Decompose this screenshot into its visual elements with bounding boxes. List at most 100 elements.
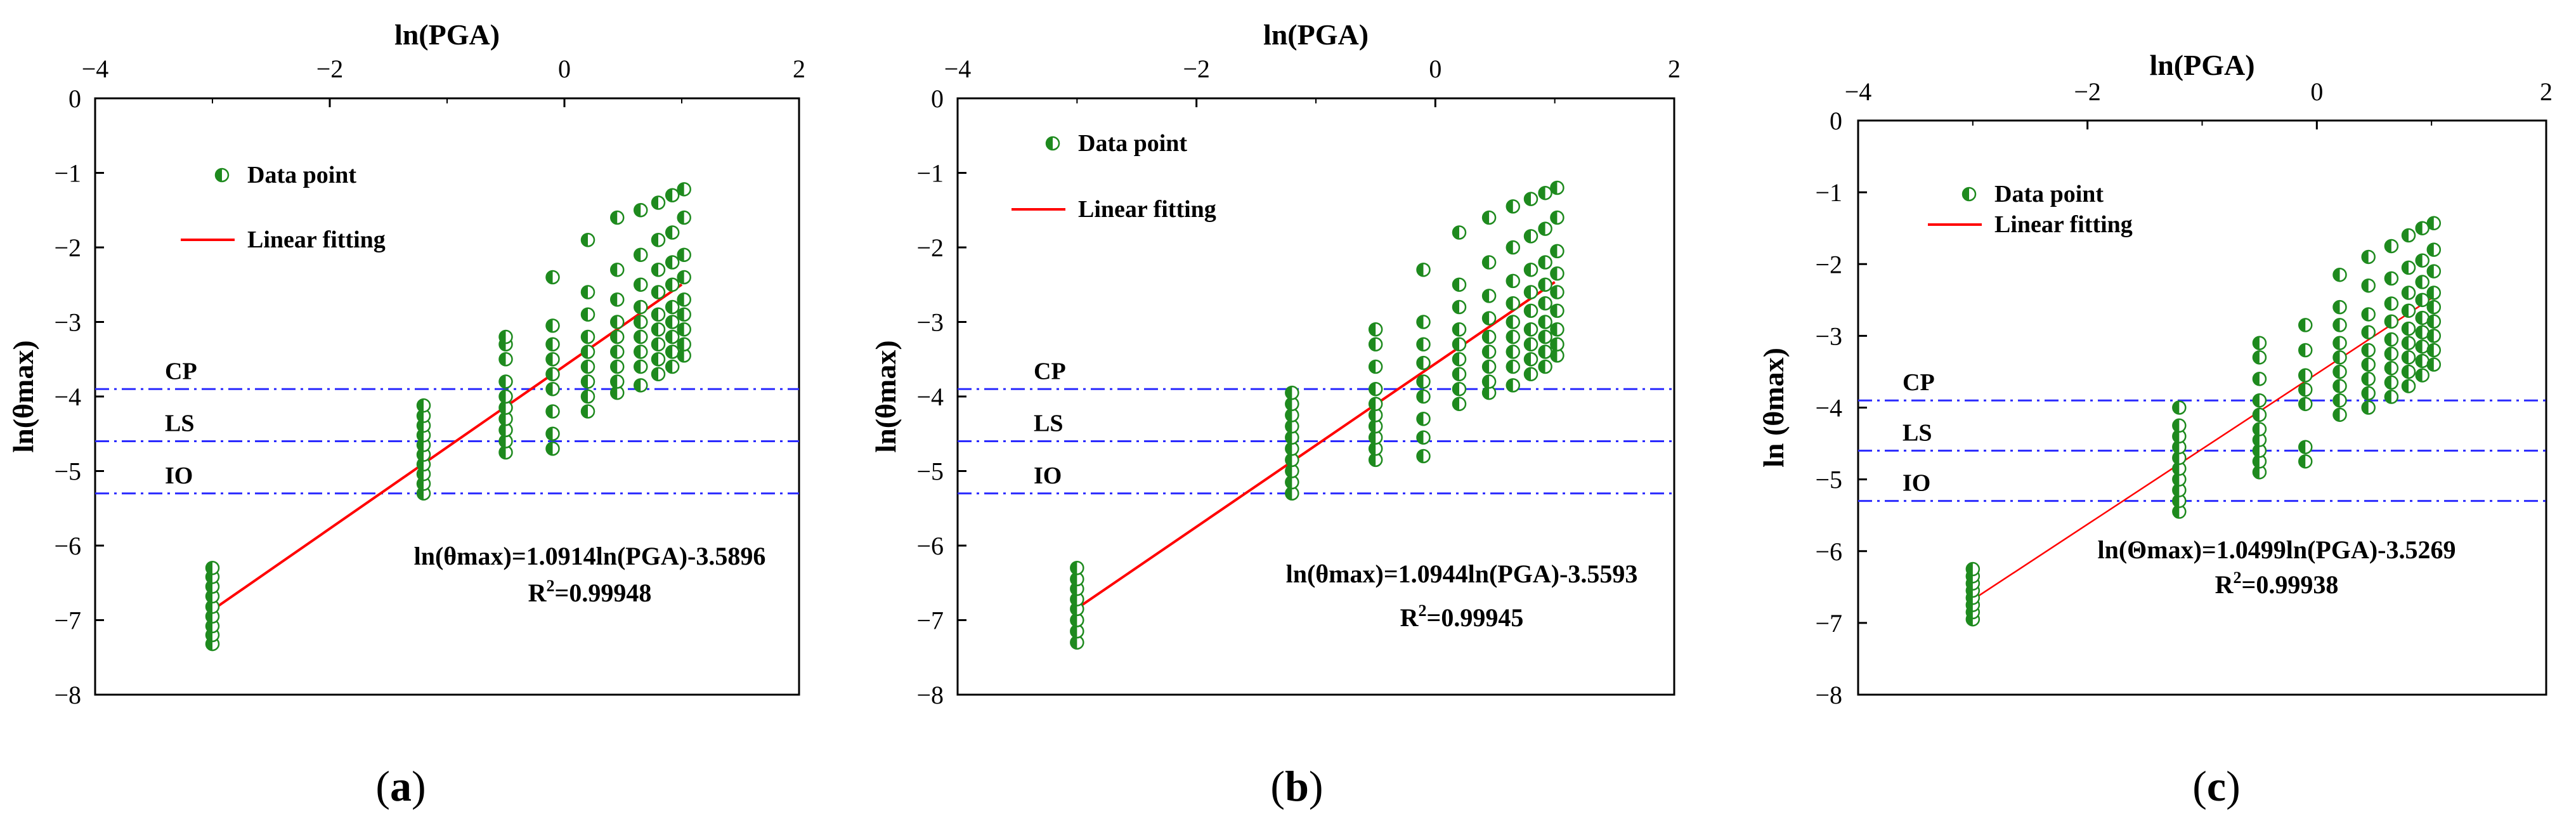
- data-point-fill: [1369, 409, 1376, 422]
- data-point: [1523, 263, 1538, 277]
- r-squared-superscript: 2: [1419, 601, 1427, 620]
- data-point: [1481, 359, 1497, 374]
- data-point: [1538, 185, 1552, 200]
- data-point-fill: [1525, 323, 1531, 336]
- data-point: [580, 285, 595, 299]
- data-point-fill: [546, 319, 553, 332]
- data-point: [1506, 315, 1520, 329]
- data-point: [1416, 263, 1431, 277]
- data-point-fill: [546, 338, 553, 351]
- x-tick-label: −2: [2074, 77, 2101, 106]
- panel-label-open: (: [1270, 762, 1285, 810]
- data-point: [2426, 285, 2442, 300]
- data-point-fill: [2362, 344, 2369, 357]
- data-point: [1368, 452, 1383, 468]
- y-axis-title: ln(θmax): [869, 340, 902, 452]
- data-point-fill: [1453, 397, 1459, 410]
- data-point: [1368, 397, 1383, 411]
- data-point: [2415, 253, 2430, 268]
- data-point: [1481, 311, 1497, 325]
- data-point: [545, 367, 560, 381]
- data-point-fill: [666, 331, 673, 343]
- data-point: [2298, 397, 2313, 412]
- data-point: [1506, 296, 1520, 311]
- fit-equation: ln(θmax)=1.0914ln(PGA)-3.5896: [414, 542, 766, 570]
- data-point: [665, 255, 680, 270]
- r-squared-superscript: 2: [2234, 568, 2242, 587]
- data-point-fill: [1506, 331, 1513, 343]
- data-point-fill: [1538, 222, 1545, 235]
- data-point: [498, 423, 513, 438]
- data-point-fill: [2362, 250, 2369, 263]
- data-point-fill: [2384, 297, 2391, 310]
- data-point: [634, 378, 648, 393]
- data-point-fill: [634, 345, 641, 358]
- data-point-fill: [1369, 397, 1376, 410]
- data-point: [545, 426, 560, 441]
- data-point-fill: [499, 353, 506, 366]
- y-tick-label: 0: [1830, 107, 1842, 135]
- x-axis-title: ln(PGA): [2149, 49, 2254, 81]
- data-point: [634, 344, 648, 359]
- data-point: [545, 442, 560, 456]
- data-point: [665, 188, 680, 202]
- data-point: [2361, 372, 2376, 386]
- data-point-fill: [1538, 256, 1545, 269]
- data-point: [1368, 430, 1383, 445]
- y-tick-label: −3: [54, 308, 81, 337]
- y-tick-label: −4: [54, 383, 81, 411]
- data-point-fill: [1506, 360, 1513, 373]
- data-point: [2172, 494, 2187, 508]
- data-point: [545, 404, 560, 419]
- data-point: [634, 359, 648, 374]
- data-point-fill: [2253, 336, 2260, 350]
- data-point-fill: [677, 248, 684, 261]
- data-point-fill: [417, 399, 424, 412]
- data-point: [677, 322, 691, 337]
- data-point: [1506, 240, 1520, 255]
- data-point-fill: [1483, 386, 1490, 400]
- data-point-fill: [2416, 275, 2423, 289]
- data-point-fill: [652, 233, 658, 247]
- data-point: [665, 329, 680, 344]
- data-point-fill: [582, 233, 588, 247]
- data-point-fill: [2299, 383, 2306, 397]
- y-tick-label: −6: [916, 532, 944, 560]
- data-point: [545, 270, 560, 285]
- data-point-fill: [2416, 311, 2423, 325]
- data-point: [498, 412, 513, 426]
- data-point-fill: [546, 353, 553, 366]
- data-point-fill: [634, 204, 641, 217]
- data-point: [545, 318, 560, 333]
- data-points: [1070, 180, 1564, 650]
- data-point-fill: [2416, 354, 2423, 367]
- r-squared: R2=0.99945: [1400, 601, 1524, 632]
- data-point: [2384, 375, 2399, 390]
- data-point-fill: [634, 278, 641, 291]
- data-point-fill: [1551, 267, 1558, 280]
- data-point: [416, 428, 431, 443]
- data-point: [498, 352, 513, 367]
- data-point: [205, 561, 220, 575]
- data-point-fill: [1285, 409, 1292, 422]
- data-point-fill: [1417, 450, 1424, 462]
- data-point-fill: [1483, 289, 1490, 303]
- data-point: [610, 329, 625, 344]
- panel-label-close: ): [1309, 762, 1324, 810]
- data-point: [651, 307, 666, 322]
- data-point: [1452, 367, 1467, 381]
- data-point-fill: [2253, 408, 2260, 421]
- data-point: [610, 359, 625, 374]
- data-point: [1416, 412, 1431, 426]
- data-point: [2426, 329, 2442, 343]
- panel-label: (b): [1270, 762, 1323, 810]
- x-tick-label: −4: [944, 55, 972, 83]
- panel-label-letter: b: [1285, 762, 1309, 810]
- data-point-fill: [1285, 487, 1292, 500]
- r-squared-symbol: R: [2215, 570, 2234, 599]
- data-point: [610, 374, 625, 389]
- data-point: [1416, 374, 1431, 389]
- data-point-fill: [1525, 285, 1531, 299]
- data-point: [665, 359, 680, 374]
- data-point-fill: [1453, 383, 1459, 396]
